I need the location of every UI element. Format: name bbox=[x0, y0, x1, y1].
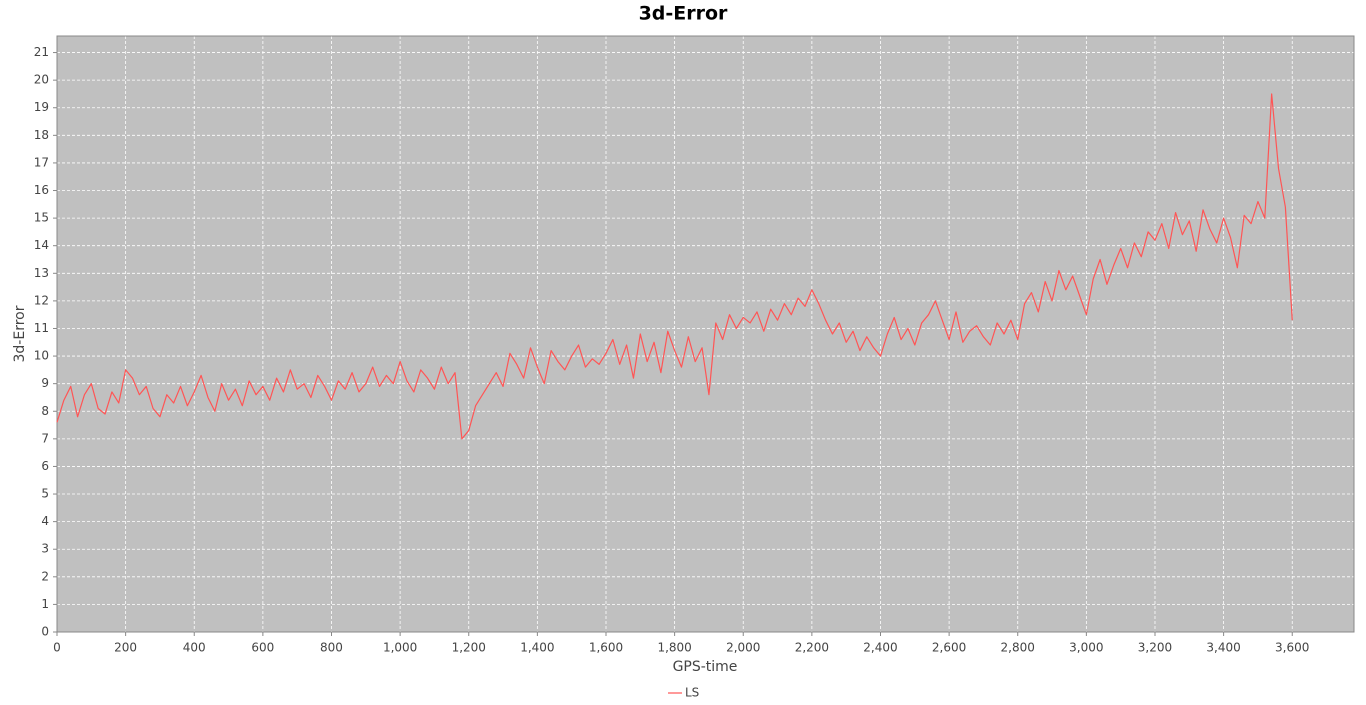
x-tick-label: 800 bbox=[320, 641, 343, 655]
plot-area bbox=[57, 36, 1354, 632]
y-tick-label: 20 bbox=[34, 73, 49, 87]
x-tick-label: 200 bbox=[114, 641, 137, 655]
x-tick-label: 2,000 bbox=[726, 641, 760, 655]
y-tick-label: 0 bbox=[41, 625, 49, 639]
x-tick-label: 3,400 bbox=[1206, 641, 1240, 655]
x-tick-label: 400 bbox=[183, 641, 206, 655]
y-tick-label: 11 bbox=[34, 321, 49, 335]
x-tick-label: 600 bbox=[251, 641, 274, 655]
y-tick-label: 10 bbox=[34, 349, 49, 363]
x-tick-label: 1,600 bbox=[589, 641, 623, 655]
x-tick-label: 3,200 bbox=[1138, 641, 1172, 655]
y-tick-label: 9 bbox=[41, 376, 49, 390]
x-tick-label: 3,600 bbox=[1275, 641, 1309, 655]
y-tick-label: 17 bbox=[34, 155, 49, 169]
x-tick-label: 1,400 bbox=[520, 641, 554, 655]
x-tick-label: 2,400 bbox=[863, 641, 897, 655]
y-tick-label: 3 bbox=[41, 542, 49, 556]
y-tick-label: 18 bbox=[34, 128, 49, 142]
y-tick-label: 19 bbox=[34, 100, 49, 114]
y-tick-label: 14 bbox=[34, 238, 49, 252]
x-tick-label: 2,200 bbox=[795, 641, 829, 655]
data-line bbox=[56, 93, 1293, 440]
x-tick-label: 1,200 bbox=[452, 641, 486, 655]
y-tick-label: 4 bbox=[41, 514, 49, 528]
y-tick-label: 13 bbox=[34, 266, 49, 280]
y-axis-label: 3d-Error bbox=[12, 305, 28, 362]
x-tick-label: 1,800 bbox=[657, 641, 691, 655]
y-tick-label: 2 bbox=[41, 569, 49, 583]
y-tick-label: 7 bbox=[41, 431, 49, 445]
x-tick-label: 2,800 bbox=[1001, 641, 1035, 655]
y-tick-label: 5 bbox=[41, 487, 49, 501]
x-tick-label: 2,600 bbox=[932, 641, 966, 655]
y-tick-label: 1 bbox=[41, 597, 49, 611]
x-tick-label: 1,000 bbox=[383, 641, 417, 655]
y-tick-label: 6 bbox=[41, 459, 49, 473]
y-tick-label: 16 bbox=[34, 183, 49, 197]
y-tick-label: 21 bbox=[34, 45, 49, 59]
y-tick-label: 15 bbox=[34, 211, 49, 225]
x-axis-label: GPS-time bbox=[673, 659, 738, 675]
y-tick-label: 8 bbox=[41, 404, 49, 418]
chart-title: 3d-Error bbox=[639, 3, 728, 25]
x-tick-label: 3,000 bbox=[1069, 641, 1103, 655]
legend-label: LS bbox=[685, 686, 699, 700]
x-tick-label: 0 bbox=[53, 641, 61, 655]
y-tick-label: 12 bbox=[34, 293, 49, 307]
plot-border bbox=[56, 35, 1355, 633]
